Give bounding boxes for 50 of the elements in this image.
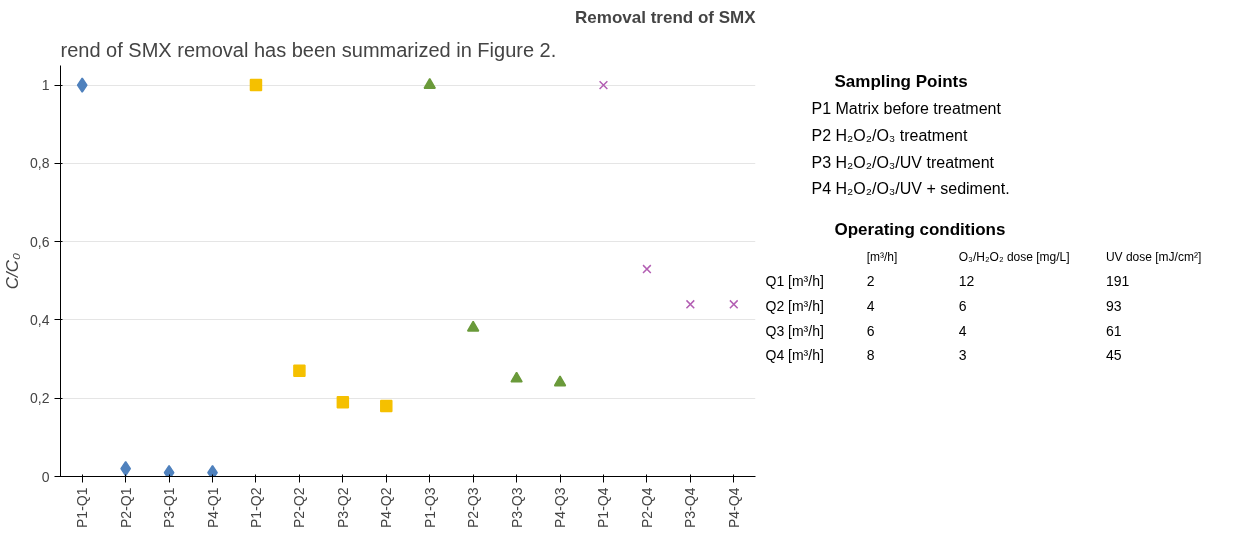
x-tick-label: P3-Q1 [161, 487, 178, 528]
text: 93 [1105, 297, 1122, 314]
x-tick-label: P4-Q2 [378, 487, 395, 528]
text: 3 [958, 347, 967, 364]
text: 6 [866, 322, 875, 339]
text: P3 H₂O₂/O₃/UV treatment [811, 153, 995, 171]
text: Q4 [m³/h] [765, 347, 824, 364]
text: P2 H₂O₂/O₃ treatment [811, 126, 968, 144]
y-axis-title: C/C₀ [3, 252, 23, 290]
x-tick-label: P4-Q3 [552, 487, 569, 528]
text: P1 Matrix before treatment [811, 100, 1002, 118]
y-tick-label: 0,4 [30, 311, 50, 328]
x-tick-label: P2-Q4 [638, 487, 655, 528]
text: Q3 [m³/h] [765, 322, 824, 339]
text: 4 [866, 297, 875, 314]
text: UV dose [mJ/cm²] [1105, 249, 1202, 264]
x-tick-label: P1-Q4 [595, 487, 612, 528]
text: Q1 [m³/h] [765, 273, 824, 290]
text: Operating conditions [834, 220, 1006, 240]
x-tick-label: P1-Q3 [421, 487, 438, 528]
text: 6 [958, 297, 967, 314]
text: 61 [1105, 322, 1122, 339]
chart-title: Removal trend of SMX [575, 7, 757, 27]
y-tick-label: 0,8 [30, 155, 50, 172]
text: rend of SMX removal has been summarized in Figure 2. [60, 38, 557, 61]
x-tick-label: P4-Q1 [204, 487, 221, 528]
text: P4 H₂O₂/O₃/UV + sediment. [811, 180, 1010, 198]
x-tick-label: P2-Q1 [117, 487, 134, 528]
text: 2 [866, 273, 875, 290]
x-tick-label: P2-Q3 [465, 487, 482, 528]
text: 191 [1105, 273, 1130, 290]
x-tick-label: P3-Q2 [334, 487, 351, 528]
text: [m³/h] [866, 249, 898, 264]
text: 4 [958, 322, 967, 339]
text: O₃/H₂O₂ dose [mg/L] [958, 249, 1070, 264]
x-tick-label: P3-Q4 [682, 487, 699, 528]
y-tick-label: 0 [41, 468, 50, 485]
y-tick-label: 0,2 [30, 390, 50, 407]
text: Q2 [m³/h] [765, 297, 824, 314]
text: Sampling Points [834, 72, 968, 92]
text: 8 [866, 347, 875, 364]
x-tick-label: P4-Q4 [725, 487, 742, 528]
y-tick-label: 0,6 [30, 233, 50, 250]
x-tick-label: P1-Q1 [74, 487, 91, 528]
x-tick-label: P1-Q2 [247, 487, 264, 528]
x-tick-label: P3-Q3 [508, 487, 525, 528]
text: 12 [958, 273, 975, 290]
text: 45 [1105, 347, 1122, 364]
x-tick-label: P2-Q2 [291, 487, 308, 528]
y-tick-label: 1 [41, 77, 50, 94]
